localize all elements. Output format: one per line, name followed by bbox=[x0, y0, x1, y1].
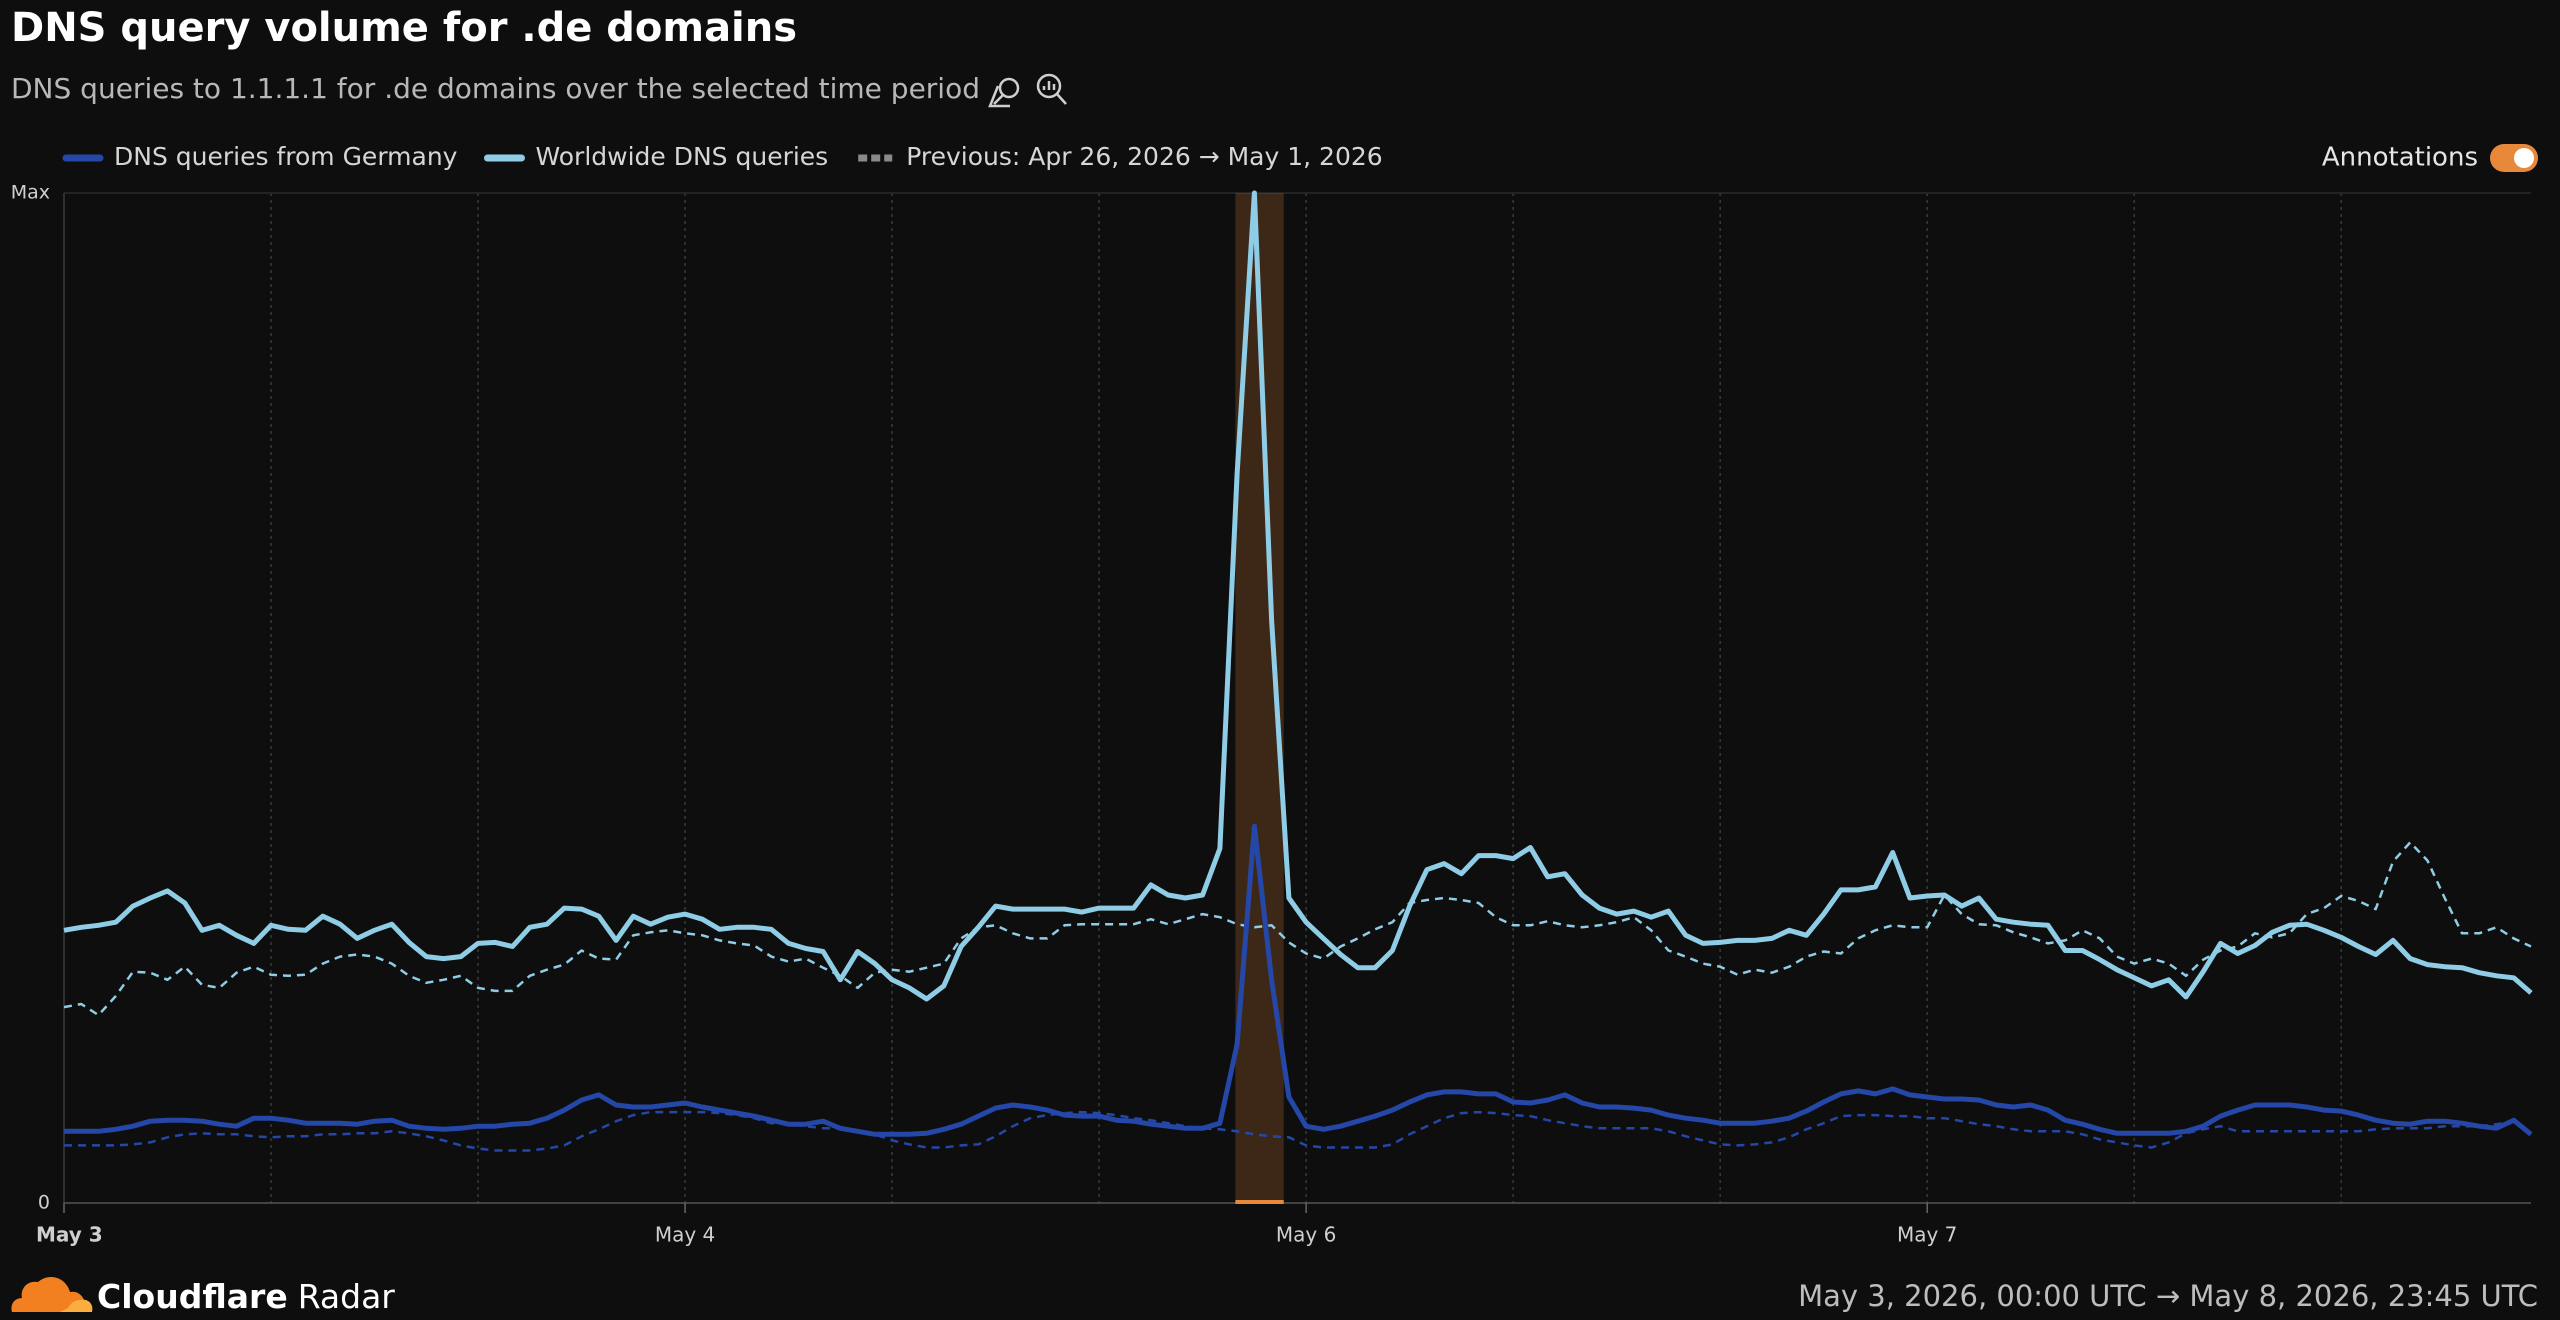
icon bbox=[1036, 73, 1062, 99]
y-tick-label: Max bbox=[11, 182, 50, 204]
toggle-label[interactable]: Annotations bbox=[2322, 143, 2478, 173]
x-tick-label: May 7 bbox=[1897, 1223, 1957, 1247]
legend-label: Previous: Apr 26, 2026 → May 1, 2026 bbox=[906, 142, 1382, 171]
icon bbox=[1042, 81, 1067, 105]
series-line bbox=[63, 190, 2533, 1002]
legend-label: DNS queries from Germany bbox=[114, 142, 458, 171]
subtitle-icons bbox=[988, 73, 1067, 108]
chart-subtitle: DNS queries to 1.1.1.1 for .de domains o… bbox=[11, 72, 980, 105]
chart-title: DNS query volume for .de domains bbox=[11, 5, 797, 51]
logo-cloud bbox=[60, 1299, 93, 1312]
icon bbox=[998, 77, 1020, 99]
legend: DNS queries from Germany Worldwide DNS qu… bbox=[62, 142, 1383, 171]
series-line bbox=[64, 823, 2533, 1137]
icon bbox=[988, 85, 1010, 108]
product: Radar bbox=[298, 1277, 396, 1316]
footer-brand: Cloudflare Radar bbox=[97, 1277, 395, 1316]
y-tick-label: 0 bbox=[38, 1192, 50, 1214]
x-tick-label: May 4 bbox=[655, 1223, 715, 1247]
x-tick-label: May 3 bbox=[36, 1223, 103, 1247]
cloudflare-logo bbox=[11, 1277, 93, 1312]
annotations-toggle[interactable]: Annotations bbox=[2322, 143, 2538, 173]
x-tick-label: May 6 bbox=[1276, 1223, 1336, 1247]
footer-range: May 3, 2026, 00:00 UTC → May 8, 2026, 23… bbox=[1798, 1279, 2538, 1313]
legend-label: Worldwide DNS queries bbox=[535, 142, 828, 171]
plot-area: 0 Max May 3 May 4 May 6 May 7 bbox=[11, 182, 2533, 1247]
brand: Cloudflare bbox=[97, 1277, 288, 1316]
logo-cloud bbox=[11, 1277, 86, 1312]
toggle-knob[interactable] bbox=[2514, 148, 2534, 168]
previous-line bbox=[63, 841, 2532, 1017]
